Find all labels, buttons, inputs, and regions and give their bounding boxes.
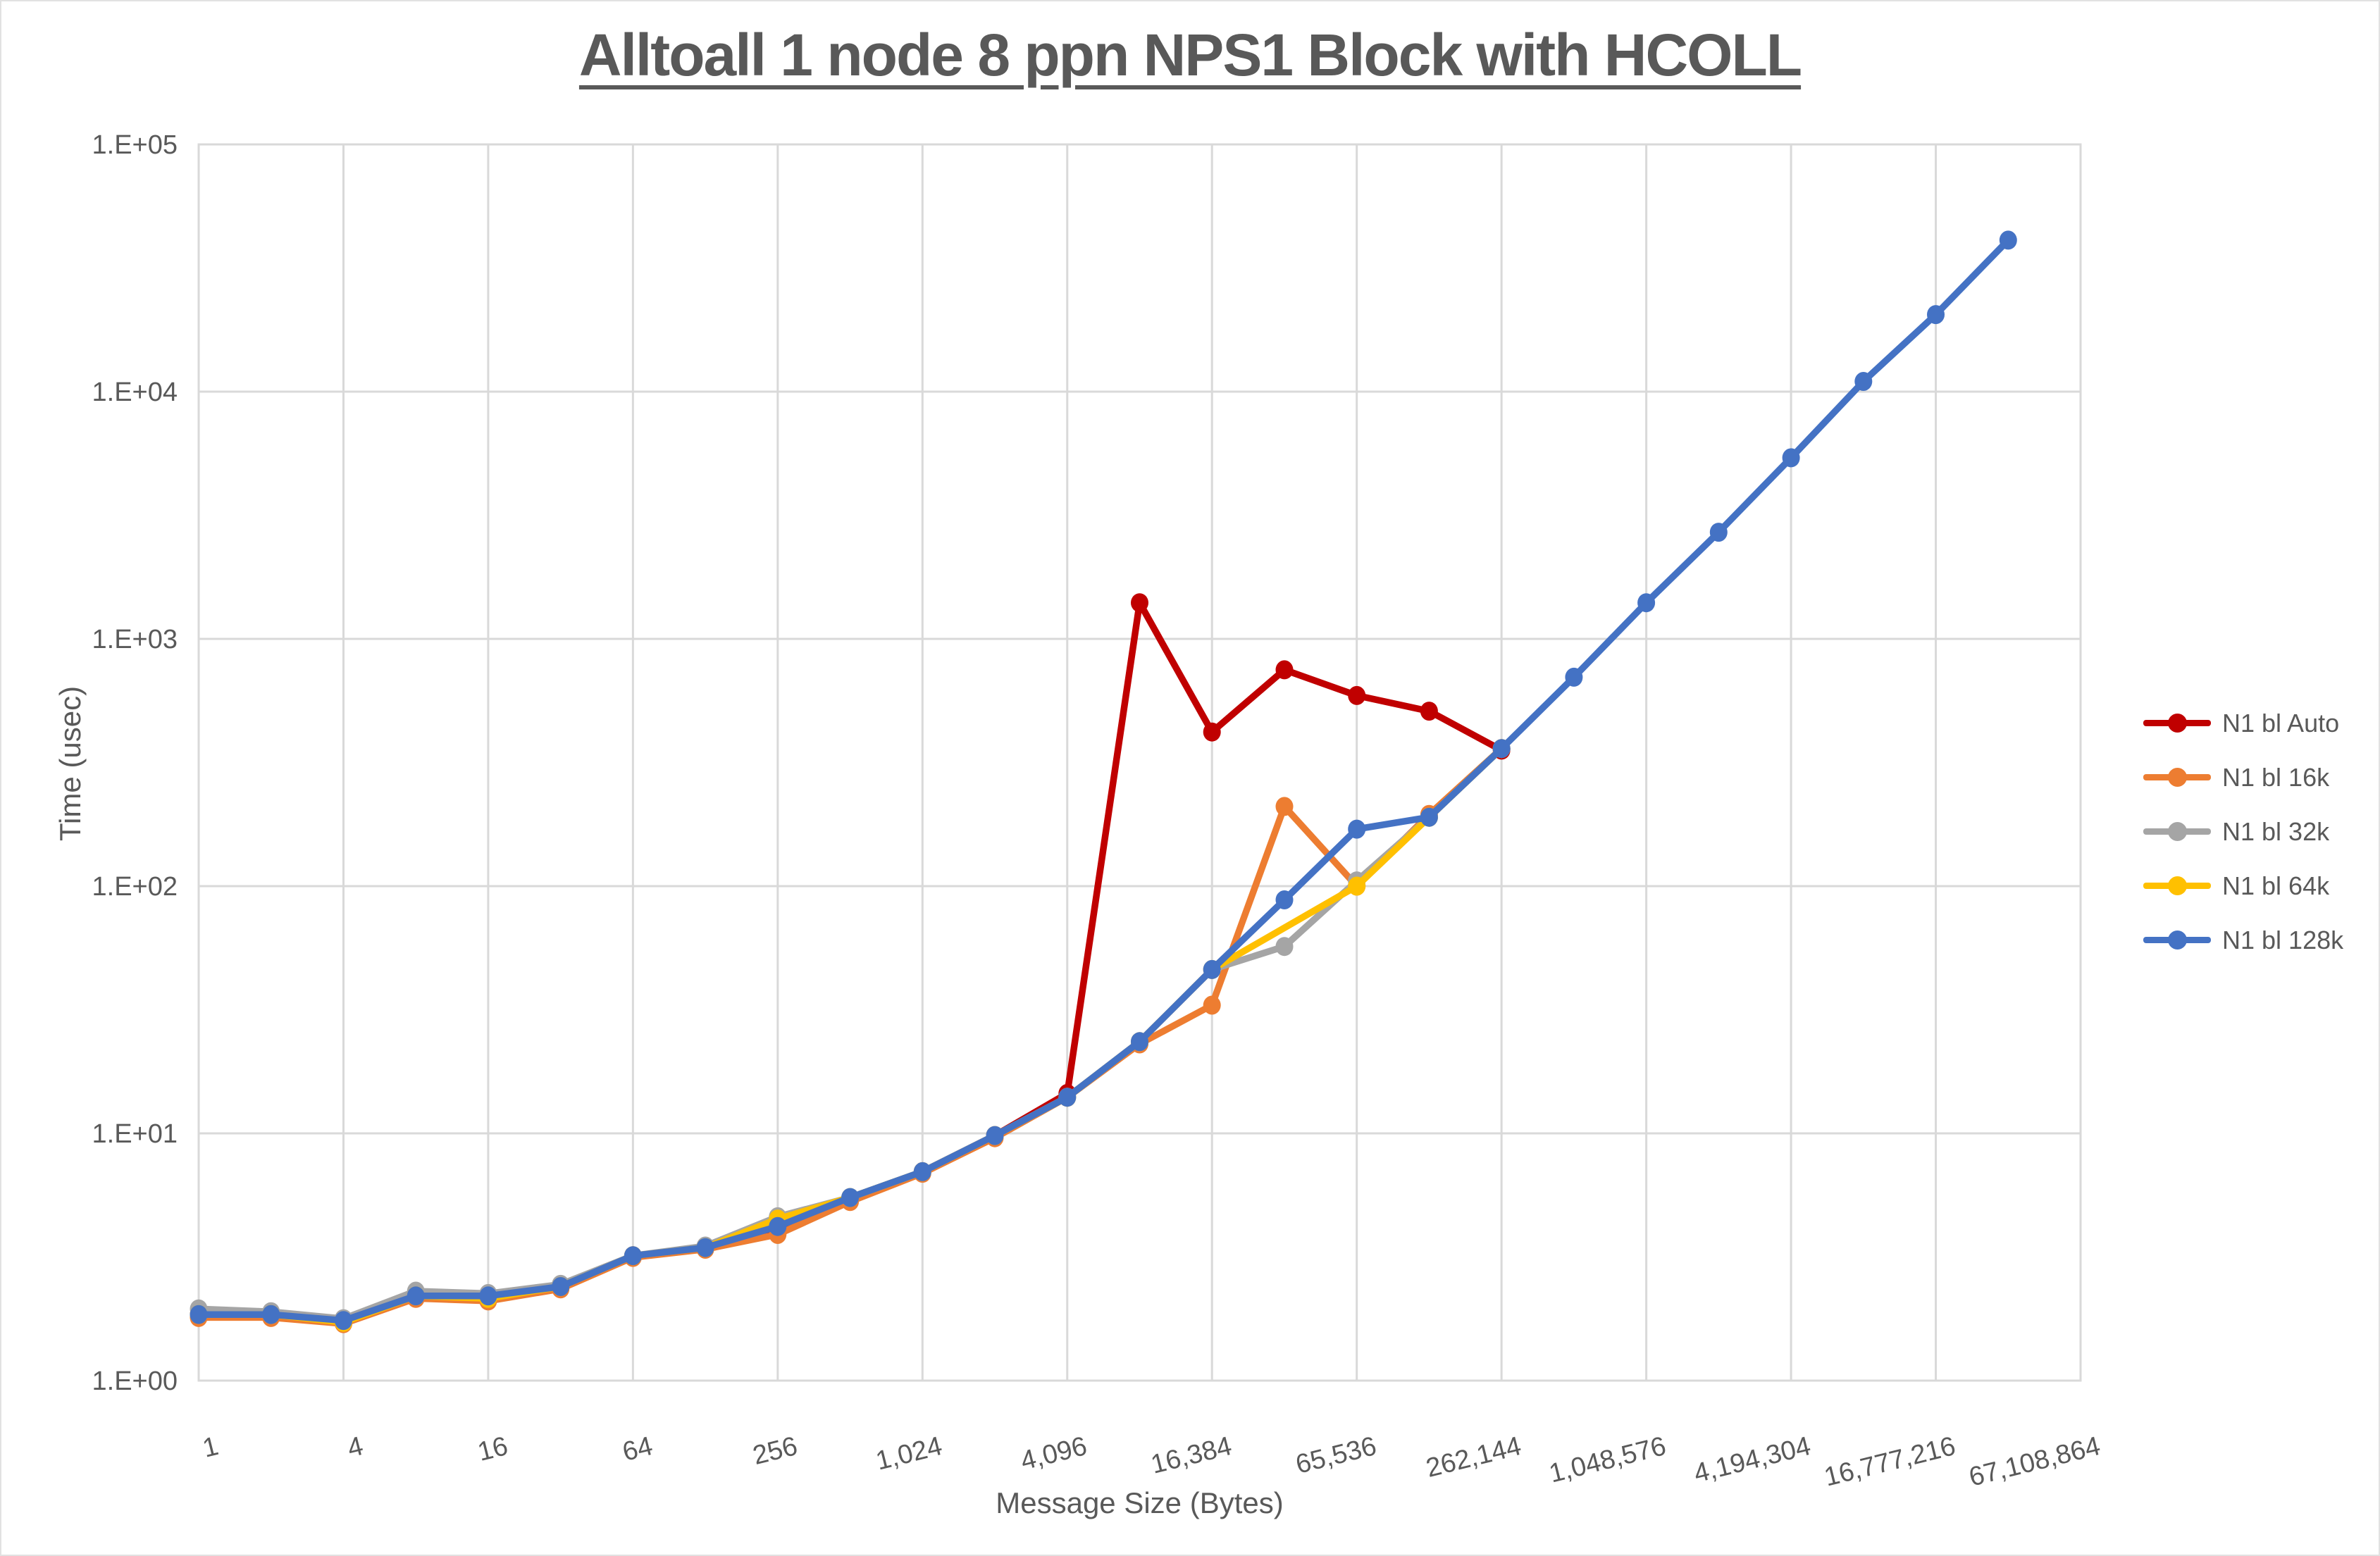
svg-text:1: 1	[200, 1431, 222, 1464]
legend-label: N1 bl Auto	[2222, 708, 2340, 737]
legend-label: N1 bl 16k	[2222, 762, 2330, 792]
svg-text:16,777,216: 16,777,216	[1821, 1431, 1959, 1493]
svg-text:1.E+03: 1.E+03	[92, 625, 178, 654]
svg-text:262,144: 262,144	[1423, 1431, 1524, 1483]
svg-text:65,536: 65,536	[1293, 1431, 1380, 1480]
chart-title: Alltoall 1 node 8 ppn NPS1 Block with HC…	[578, 22, 1802, 88]
svg-text:1,024: 1,024	[873, 1431, 945, 1476]
svg-text:4,096: 4,096	[1018, 1431, 1090, 1476]
svg-text:1.E+00: 1.E+00	[92, 1367, 178, 1396]
legend-line-dot-icon	[2143, 822, 2211, 841]
legend-item-n1-bl-128k: N1 bl 128k	[2143, 913, 2343, 967]
legend-line-dot-icon	[2143, 714, 2211, 733]
legend-item-n1-bl-32k: N1 bl 32k	[2143, 804, 2343, 859]
svg-text:67,108,864: 67,108,864	[1966, 1431, 2103, 1493]
svg-text:256: 256	[750, 1431, 800, 1471]
legend-line-dot-icon	[2143, 876, 2211, 895]
svg-text:1.E+05: 1.E+05	[92, 130, 178, 160]
svg-text:16: 16	[475, 1431, 511, 1467]
legend-item-n1-bl-64k: N1 bl 64k	[2143, 859, 2343, 913]
svg-text:16,384: 16,384	[1148, 1431, 1234, 1480]
legend-label: N1 bl 32k	[2222, 816, 2330, 846]
legend-line-dot-icon	[2143, 768, 2211, 787]
legend-label: N1 bl 64k	[2222, 871, 2330, 900]
svg-text:1.E+02: 1.E+02	[92, 872, 178, 902]
svg-text:1.E+04: 1.E+04	[92, 378, 178, 407]
legend: N1 bl Auto N1 bl 16k N1 bl 32k N1 bl 64k…	[2143, 696, 2343, 967]
y-axis-title: Time (usec)	[54, 685, 87, 842]
svg-text:64: 64	[619, 1431, 655, 1467]
legend-item-n1-bl-auto: N1 bl Auto	[2143, 696, 2343, 750]
x-axis-title: Message Size (Bytes)	[996, 1486, 1284, 1519]
legend-item-n1-bl-16k: N1 bl 16k	[2143, 750, 2343, 804]
svg-text:1.E+01: 1.E+01	[92, 1119, 178, 1149]
legend-label: N1 bl 128k	[2222, 925, 2344, 954]
svg-text:1,048,576: 1,048,576	[1547, 1431, 1669, 1489]
svg-text:4: 4	[345, 1431, 366, 1464]
legend-line-dot-icon	[2143, 931, 2211, 950]
svg-text:4,194,304: 4,194,304	[1691, 1431, 1814, 1489]
